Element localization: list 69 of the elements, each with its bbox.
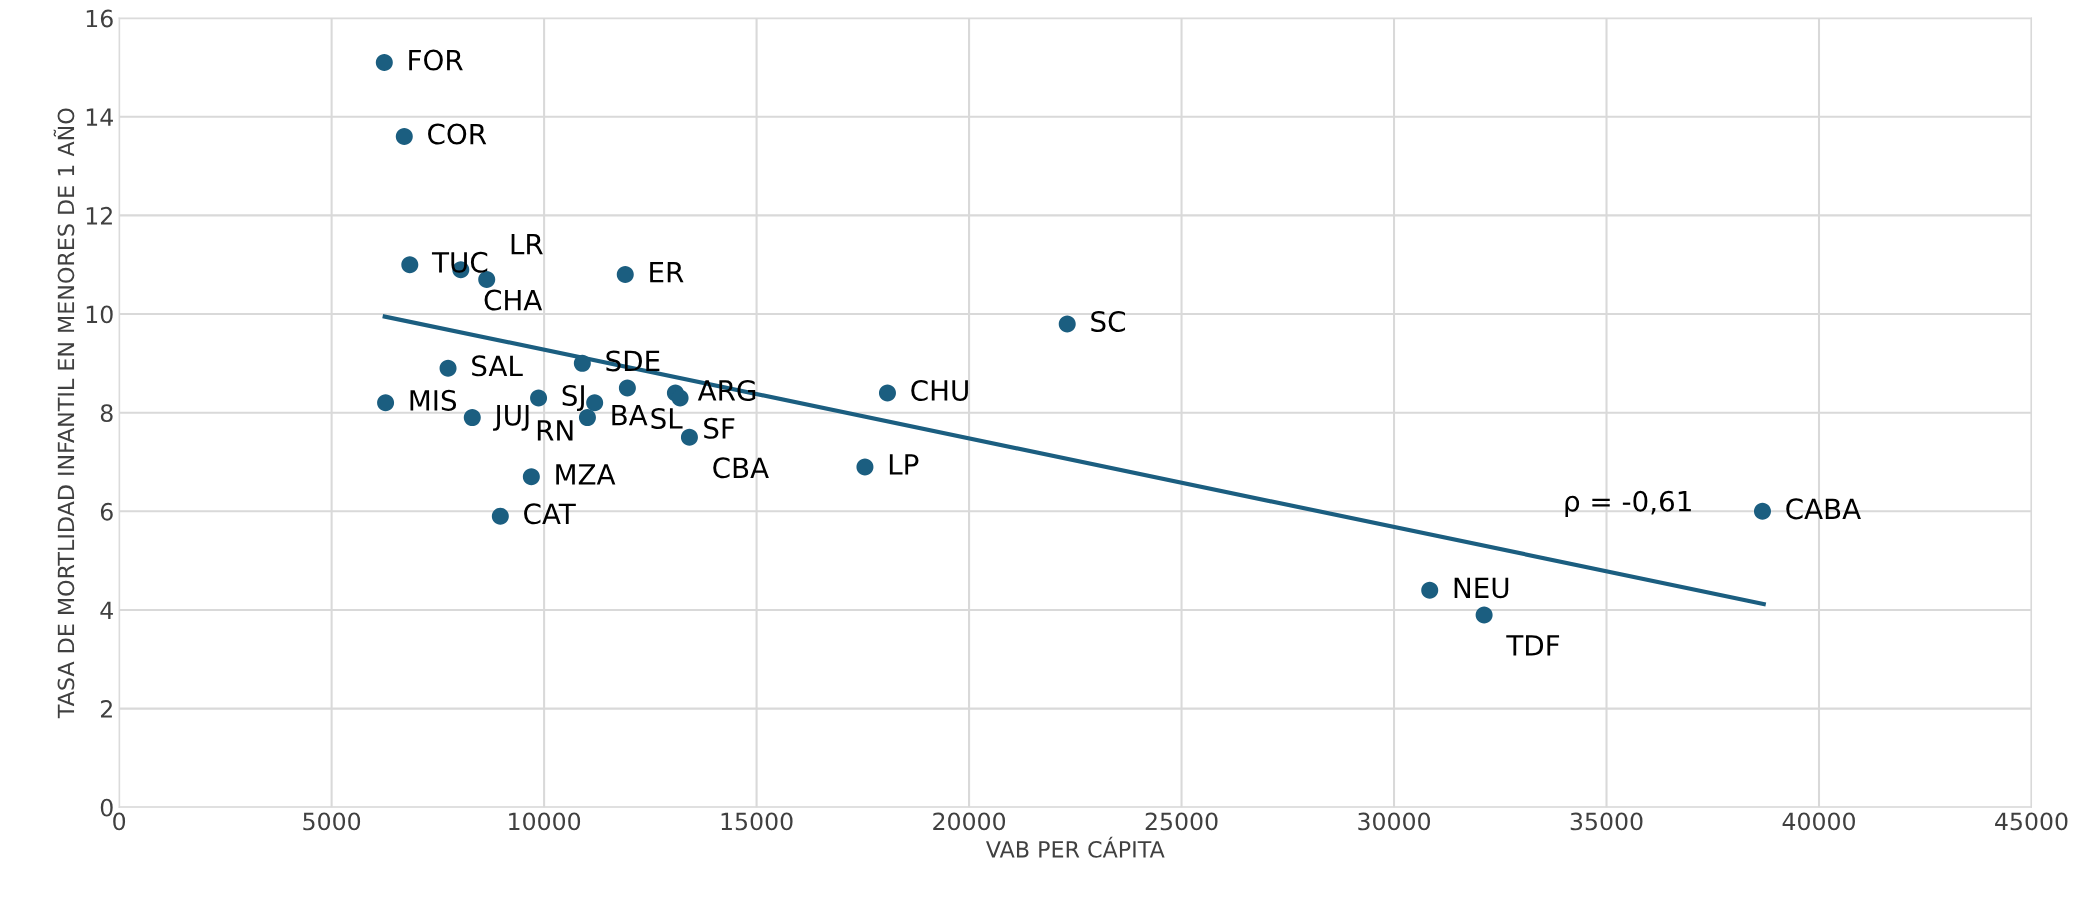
point	[375, 54, 393, 72]
x-tick-label: 40000	[1782, 812, 1855, 831]
point	[618, 379, 636, 397]
annotation: CBA	[713, 457, 769, 479]
annotation: ER	[650, 262, 684, 283]
y-axis-title: TASA DE MORTLIDAD INFANTIL EN MENORES DE 1 AÑO	[53, 108, 75, 719]
annotation: SL	[651, 407, 683, 429]
x-tick-label: 25000	[1145, 812, 1218, 831]
y-tick-label: 6	[100, 502, 113, 521]
annotation: CAT	[524, 503, 576, 525]
y-tick-label: 2	[100, 700, 112, 718]
annotation: NEU	[1454, 577, 1509, 599]
annotation: CABA	[1786, 498, 1861, 520]
y-tick-label: 0	[100, 798, 113, 817]
annotation: SDE	[606, 350, 660, 372]
annotation: COR	[428, 123, 487, 145]
annotation: SF	[704, 417, 735, 439]
point	[1753, 502, 1771, 520]
annotation: RN	[537, 420, 573, 441]
point	[522, 468, 540, 486]
x-tick-label: 45000	[1995, 812, 2068, 831]
point	[478, 271, 496, 289]
x-tick-label: 5000	[303, 812, 361, 831]
point	[530, 389, 548, 407]
annotation: MZA	[556, 464, 616, 485]
x-axis-title: VAB PER CÁPITA	[986, 836, 1165, 858]
annotation: LR	[511, 234, 543, 255]
point	[1058, 315, 1076, 333]
point	[671, 389, 689, 407]
annotation: LP	[889, 454, 919, 475]
point	[878, 384, 896, 402]
x-tick-label: 35000	[1570, 812, 1643, 831]
point	[395, 128, 413, 146]
annotation: TDF	[1506, 635, 1560, 656]
point	[856, 458, 874, 476]
point	[377, 394, 395, 412]
y-tick-label: 10	[86, 305, 113, 324]
annotation: FOR	[409, 49, 463, 71]
x-tick-label: 30000	[1358, 812, 1431, 831]
x-tick-label: 20000	[933, 812, 1006, 831]
y-tick-label: 12	[86, 206, 112, 225]
annotation: CHU	[911, 380, 968, 402]
point	[1475, 606, 1493, 624]
annotation: CHA	[484, 289, 543, 311]
annotation: SC	[1091, 310, 1125, 332]
annotation: ρ = -0,61	[1565, 490, 1691, 518]
point	[401, 256, 419, 274]
point	[578, 409, 596, 427]
point	[616, 266, 634, 284]
point	[680, 428, 698, 446]
y-tick-label: 4	[100, 601, 113, 619]
x-tick-label: 0	[113, 812, 126, 831]
y-tick-label: 14	[86, 108, 113, 126]
x-tick-label: 10000	[509, 812, 581, 831]
annotation: BA	[612, 405, 648, 426]
annotation: SAL	[472, 355, 523, 377]
y-tick-label: 16	[86, 9, 113, 28]
annotation: SJ	[562, 384, 584, 412]
point	[463, 409, 481, 427]
annotation: TUC	[431, 251, 488, 273]
point	[573, 354, 591, 372]
y-tick-label: 8	[100, 404, 113, 422]
point	[1421, 581, 1439, 599]
point	[586, 394, 604, 412]
x-tick-label: 15000	[721, 812, 793, 831]
annotation: JUJ	[493, 405, 529, 431]
annotation: MIS	[410, 389, 457, 411]
point	[439, 359, 457, 377]
point	[491, 507, 509, 525]
